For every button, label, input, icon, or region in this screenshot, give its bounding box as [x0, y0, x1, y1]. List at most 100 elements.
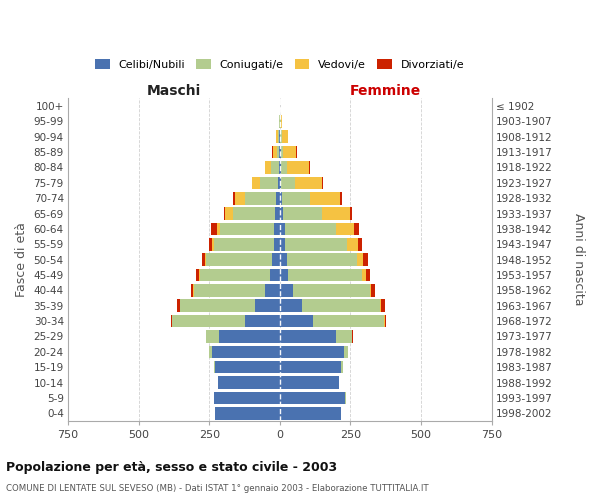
- Bar: [341, 361, 343, 374]
- Bar: [278, 130, 279, 143]
- Bar: [209, 346, 212, 358]
- Bar: [282, 192, 310, 204]
- Bar: [285, 222, 336, 235]
- Bar: [214, 238, 274, 250]
- Bar: [274, 222, 280, 235]
- Bar: [362, 268, 366, 281]
- Bar: [281, 176, 295, 189]
- Bar: [233, 192, 235, 204]
- Bar: [286, 238, 347, 250]
- Bar: [287, 254, 356, 266]
- Bar: [209, 238, 212, 250]
- Bar: [276, 192, 280, 204]
- Bar: [215, 361, 280, 374]
- Bar: [280, 192, 282, 204]
- Bar: [277, 146, 279, 158]
- Bar: [275, 208, 280, 220]
- Bar: [252, 176, 260, 189]
- Bar: [347, 238, 358, 250]
- Bar: [171, 315, 172, 328]
- Bar: [280, 176, 281, 189]
- Bar: [382, 300, 385, 312]
- Bar: [366, 268, 370, 281]
- Bar: [280, 161, 281, 174]
- Bar: [283, 208, 322, 220]
- Bar: [191, 284, 193, 296]
- Y-axis label: Anni di nascita: Anni di nascita: [572, 214, 585, 306]
- Bar: [212, 238, 214, 250]
- Bar: [271, 161, 278, 174]
- Bar: [282, 130, 288, 143]
- Bar: [233, 208, 275, 220]
- Bar: [336, 330, 352, 343]
- Bar: [245, 315, 280, 328]
- Bar: [280, 222, 285, 235]
- Bar: [310, 192, 340, 204]
- Text: Popolazione per età, sesso e stato civile - 2003: Popolazione per età, sesso e stato civil…: [6, 462, 337, 474]
- Bar: [358, 238, 362, 250]
- Bar: [281, 115, 282, 128]
- Bar: [280, 238, 286, 250]
- Bar: [371, 284, 375, 296]
- Bar: [217, 222, 220, 235]
- Bar: [280, 330, 336, 343]
- Bar: [220, 222, 274, 235]
- Bar: [255, 300, 280, 312]
- Bar: [196, 268, 199, 281]
- Bar: [265, 284, 280, 296]
- Bar: [177, 300, 180, 312]
- Bar: [336, 222, 354, 235]
- Bar: [280, 146, 281, 158]
- Bar: [215, 407, 280, 420]
- Bar: [302, 300, 380, 312]
- Bar: [275, 130, 278, 143]
- Bar: [218, 376, 280, 389]
- Text: Maschi: Maschi: [147, 84, 201, 98]
- Bar: [313, 315, 385, 328]
- Bar: [225, 208, 233, 220]
- Bar: [273, 146, 277, 158]
- Bar: [180, 300, 255, 312]
- Bar: [354, 222, 359, 235]
- Bar: [287, 161, 309, 174]
- Bar: [269, 268, 280, 281]
- Bar: [281, 146, 283, 158]
- Text: COMUNE DI LENTATE SUL SEVESO (MB) - Dati ISTAT 1° gennaio 2003 - Elaborazione TU: COMUNE DI LENTATE SUL SEVESO (MB) - Dati…: [6, 484, 428, 493]
- Bar: [219, 330, 280, 343]
- Bar: [350, 208, 352, 220]
- Bar: [280, 300, 302, 312]
- Bar: [206, 330, 219, 343]
- Bar: [280, 268, 288, 281]
- Bar: [214, 361, 215, 374]
- Y-axis label: Fasce di età: Fasce di età: [15, 222, 28, 297]
- Bar: [260, 176, 278, 189]
- Bar: [214, 392, 280, 404]
- Bar: [280, 315, 313, 328]
- Bar: [280, 346, 344, 358]
- Bar: [280, 392, 346, 404]
- Bar: [280, 208, 283, 220]
- Bar: [293, 284, 370, 296]
- Bar: [363, 254, 368, 266]
- Bar: [278, 176, 280, 189]
- Bar: [280, 376, 338, 389]
- Bar: [194, 284, 265, 296]
- Bar: [340, 192, 341, 204]
- Bar: [370, 284, 371, 296]
- Bar: [356, 254, 363, 266]
- Bar: [279, 146, 280, 158]
- Bar: [280, 407, 341, 420]
- Bar: [283, 146, 296, 158]
- Bar: [344, 346, 348, 358]
- Bar: [202, 254, 205, 266]
- Bar: [385, 315, 386, 328]
- Bar: [272, 254, 280, 266]
- Bar: [265, 161, 271, 174]
- Bar: [281, 161, 287, 174]
- Bar: [212, 346, 280, 358]
- Bar: [280, 130, 282, 143]
- Bar: [280, 361, 341, 374]
- Bar: [211, 222, 217, 235]
- Bar: [245, 192, 276, 204]
- Bar: [205, 254, 206, 266]
